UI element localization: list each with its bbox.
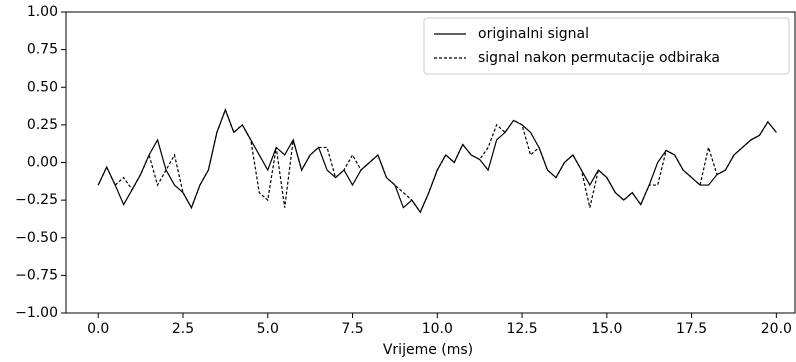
legend-label: originalni signal	[478, 26, 589, 42]
legend-box	[423, 17, 790, 75]
series-line	[97, 108, 777, 214]
y-tick-label: 1.00	[27, 4, 58, 20]
y-tick-label: 0.00	[27, 155, 58, 171]
x-tick-label: 10.0	[422, 321, 453, 337]
x-tick-label: 7.5	[341, 321, 363, 337]
x-tick-label: 20.0	[761, 321, 792, 337]
series-line	[97, 108, 777, 214]
y-tick-label: 0.75	[27, 42, 58, 58]
x-tick-label: 2.5	[172, 321, 194, 337]
legend-label: signal nakon permutacije odbiraka	[478, 50, 720, 66]
y-tick-label: −0.75	[15, 267, 58, 283]
x-tick-label: 15.0	[591, 321, 622, 337]
x-axis-label: Vrijeme (ms)	[383, 342, 473, 358]
y-tick-label: 0.50	[27, 79, 58, 95]
y-tick-label: −0.25	[15, 192, 58, 208]
plot-frame	[65, 11, 796, 314]
x-tick-label: 5.0	[257, 321, 279, 337]
y-tick-label: −0.50	[15, 230, 58, 246]
y-tick-label: −1.00	[15, 305, 58, 321]
x-tick-label: 0.0	[87, 321, 109, 337]
x-tick-label: 12.5	[506, 321, 537, 337]
y-tick-label: 0.25	[27, 117, 58, 133]
x-tick-label: 17.5	[676, 321, 707, 337]
